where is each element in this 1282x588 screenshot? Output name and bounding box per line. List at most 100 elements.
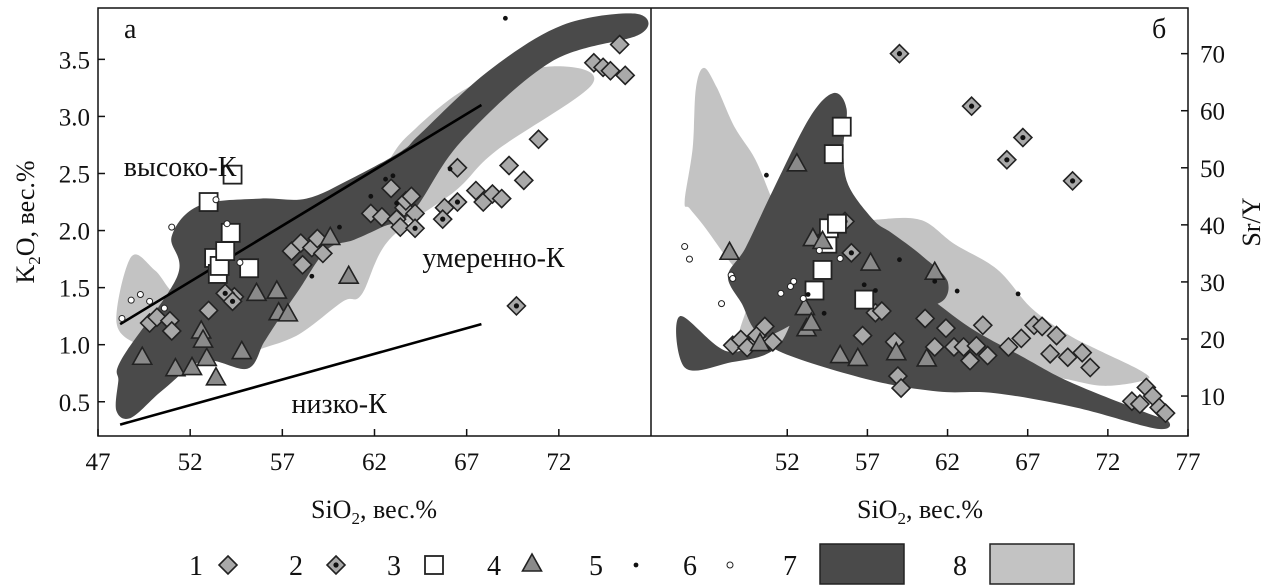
legend-swatch-8 [989,543,1075,585]
panel-b-point-s6-2 [685,255,693,263]
panel-b-x-tick-label: 57 [855,449,880,476]
panel-b-point-s4-4 [794,295,816,316]
panel-b-point-s1-5 [754,316,775,337]
panel-a-point-s3-8 [239,258,260,279]
panel-b-point-s5-1 [764,172,769,178]
panel-b-point-s6-11 [836,255,844,263]
panel-a-ticks: 47 52 57 62 67 72 0.5 1.0 1.5 2.0 2.5 3.0 3.5 [59,47,572,476]
panel-a-point-s1-27 [491,188,512,209]
panel-b-x-tick-label: 62 [935,449,960,476]
panel-b-y-tick-label: 40 [1200,213,1225,240]
panel-b-point-s1-15 [935,318,957,339]
panel-a-point-s2-6 [506,295,527,317]
legend-swatch-7 [819,543,905,585]
panel-a-point-s6-3 [136,290,144,298]
panel-b-point-s1-13 [914,308,936,329]
panel-b-point-s1-22 [998,336,1019,358]
panel-b-point-s6-6 [777,289,785,297]
panel-b-point-s1-32 [1129,393,1151,415]
panel-a-y-tick-label: 0.5 [59,390,90,417]
panel-b-x-label: SiO2, вес.% [857,495,983,528]
panel-a-point-s2-4 [432,209,453,230]
panel-a-annotation-3: низко-К [292,389,388,420]
panel-a-point-s4-14 [337,264,360,285]
panel-b-point-s1-25 [1031,316,1053,337]
panel-b-point-s1-19 [966,335,987,356]
panel-a-point-s4-13 [319,225,342,246]
panel-b-point-s1-12 [890,377,912,399]
panel-b-point-s5-2 [805,292,811,297]
panel-a-point-s4-8 [230,339,253,360]
panel-a-letter: а [124,14,137,45]
panel-a-x-tick-label: 67 [454,449,479,476]
panel-b-x-tick-label: 67 [1015,449,1040,476]
panel-b-y-tick-label: 20 [1200,327,1225,354]
panel-a-point-s1-30 [528,129,549,150]
panel-b-point-s4-9 [829,343,852,364]
panel-b-point-s6-10 [815,247,823,255]
legend-symbol-3 [424,555,444,575]
panel-b-point-s1-21 [977,345,998,366]
panel-b-point-s4-3 [786,152,808,172]
panel-a-point-s4-2 [164,357,187,377]
panel-a-k2o-vs-sio2: 47 52 57 62 67 72 0.5 1.0 1.5 2.0 2.5 3.0 3.5 а SiO2… [11,13,649,528]
panel-b-letter: б [1152,14,1166,45]
panel-b-point-s1-36 [1155,403,1176,424]
panel-b-field-7 [676,92,1171,430]
panel-a-point-s6-1 [118,314,126,322]
panel-b-point-s5-6 [897,257,902,263]
panel-a-point-s2-5 [447,191,468,213]
panel-a-boundary-line-2 [119,322,482,426]
panel-a-point-s5-7 [447,166,453,172]
panel-a-x-label: SiO2, вес.% [311,495,437,528]
legend-symbol-2 [325,554,347,576]
panel-b-point-s6-8 [790,277,798,285]
panel-a-x-tick-label: 72 [546,449,571,476]
legend-symbol-6 [726,561,734,569]
panel-b-point-s6-1 [681,243,689,251]
panel-b-ticks: 52 57 62 67 72 77 10 20 30 40 50 60 70 [775,42,1225,476]
plot-frame [97,7,1189,437]
panel-a-point-s1-35 [615,65,636,86]
panel-b-point-s5-5 [873,288,878,293]
panel-a-point-s1-28 [498,155,520,176]
panel-b-y-tick-label: 50 [1200,156,1225,183]
panel-a-x-tick-label: 57 [270,449,295,476]
panel-a-point-s5-3 [368,193,374,199]
panel-a-point-s6-2 [127,296,135,304]
panel-b-point-s2-2 [841,242,862,263]
panel-b-point-s5-4 [861,282,867,288]
panel-a-y-label: K2O, вес.% [11,160,44,283]
panel-b-point-s6-3 [718,300,726,308]
legend-number-7: 7 [783,551,797,582]
panel-b-x-tick-label: 77 [1176,449,1201,476]
panel-a-point-s3-6 [220,222,241,243]
panel-a-point-s4-1 [131,345,154,366]
panel-b-point-s3-2 [812,260,833,280]
panel-a-point-s1-15 [380,178,402,199]
panel-a-y-tick-label: 3.5 [59,47,90,74]
panel-b-point-s5-8 [954,288,960,294]
panel-a-point-s3-7 [222,164,243,185]
panel-b-point-s1-20 [972,315,993,336]
panel-a-point-s5-6 [394,200,400,206]
panel-a-point-s4-7 [205,366,227,386]
panel-b-x-tick-label: 52 [775,449,800,476]
panel-a-point-s1-14 [371,206,393,227]
panel-b-point-s6-9 [799,294,807,302]
panel-a-annotations: высоко-К умеренно-К низко-К [124,152,565,420]
panel-a-point-s1-9 [292,254,313,275]
panel-b-point-s4-2 [749,331,771,352]
panel-b-point-s2-7 [1062,170,1083,192]
panel-b-sry-vs-sio2: 52 57 62 67 72 77 10 20 30 40 50 60 70 б SiO2, вес.%… [676,14,1266,528]
panel-b-point-s2-3 [889,43,910,64]
panel-a-point-s1-5 [198,300,219,321]
panel-a-point-s4-5 [192,328,214,348]
panel-a-point-s4-12 [276,302,299,322]
panel-b-data-points [681,43,1176,424]
panel-a-point-s1-4 [161,320,182,342]
panel-a-point-s2-3 [404,218,426,239]
legend-number-5: 5 [589,551,603,582]
panel-a-x-tick-label: 47 [86,449,111,476]
